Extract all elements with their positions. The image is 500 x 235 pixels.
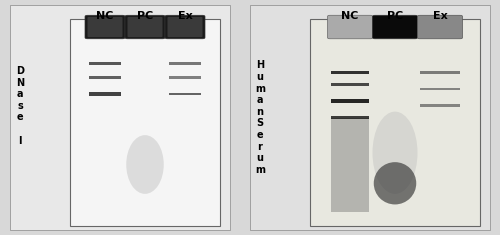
Text: PC: PC — [387, 12, 403, 21]
FancyBboxPatch shape — [372, 15, 418, 39]
FancyBboxPatch shape — [250, 5, 490, 230]
Ellipse shape — [126, 135, 164, 194]
FancyBboxPatch shape — [418, 15, 463, 39]
FancyBboxPatch shape — [89, 76, 121, 79]
Text: H
u
m
a
n
S
e
r
u
m: H u m a n S e r u m — [255, 60, 265, 175]
Text: Ex: Ex — [178, 12, 192, 21]
FancyBboxPatch shape — [420, 71, 460, 74]
FancyBboxPatch shape — [420, 104, 460, 107]
FancyBboxPatch shape — [88, 17, 122, 37]
Text: PC: PC — [137, 12, 153, 21]
FancyBboxPatch shape — [420, 88, 460, 90]
FancyBboxPatch shape — [10, 5, 230, 230]
FancyBboxPatch shape — [85, 15, 125, 39]
FancyBboxPatch shape — [169, 77, 201, 78]
FancyBboxPatch shape — [331, 118, 369, 212]
FancyBboxPatch shape — [168, 17, 202, 37]
FancyBboxPatch shape — [331, 99, 368, 103]
Text: NC: NC — [342, 12, 358, 21]
FancyBboxPatch shape — [89, 62, 121, 65]
FancyBboxPatch shape — [331, 71, 368, 74]
FancyBboxPatch shape — [169, 62, 201, 65]
FancyBboxPatch shape — [125, 15, 165, 39]
FancyBboxPatch shape — [310, 19, 480, 226]
FancyBboxPatch shape — [165, 15, 205, 39]
FancyBboxPatch shape — [331, 116, 368, 119]
FancyBboxPatch shape — [328, 15, 372, 39]
Ellipse shape — [374, 162, 416, 204]
FancyBboxPatch shape — [89, 92, 121, 96]
FancyBboxPatch shape — [128, 17, 162, 37]
Text: D
N
a
s
e

I: D N a s e I — [16, 66, 24, 145]
FancyBboxPatch shape — [70, 19, 220, 226]
Text: NC: NC — [96, 12, 114, 21]
FancyBboxPatch shape — [169, 93, 201, 95]
FancyBboxPatch shape — [331, 83, 368, 86]
Text: Ex: Ex — [432, 12, 448, 21]
Ellipse shape — [372, 112, 418, 194]
